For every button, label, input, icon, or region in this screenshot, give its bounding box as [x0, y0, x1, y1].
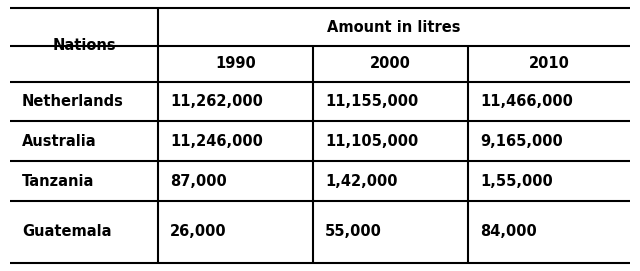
- Text: Guatemala: Guatemala: [22, 224, 111, 240]
- Text: 1,55,000: 1,55,000: [480, 173, 553, 189]
- Text: 87,000: 87,000: [170, 173, 227, 189]
- Text: 11,105,000: 11,105,000: [325, 134, 419, 149]
- Text: 1,42,000: 1,42,000: [325, 173, 397, 189]
- Text: 11,466,000: 11,466,000: [480, 94, 573, 109]
- Text: 11,155,000: 11,155,000: [325, 94, 419, 109]
- Text: Tanzania: Tanzania: [22, 173, 94, 189]
- Text: 2010: 2010: [529, 56, 570, 72]
- Text: Australia: Australia: [22, 134, 97, 149]
- Text: 1990: 1990: [215, 56, 256, 72]
- Text: 26,000: 26,000: [170, 224, 227, 240]
- Text: Amount in litres: Amount in litres: [327, 20, 461, 34]
- Text: 11,262,000: 11,262,000: [170, 94, 263, 109]
- Text: 55,000: 55,000: [325, 224, 382, 240]
- Text: Nations: Nations: [52, 37, 116, 53]
- Text: Netherlands: Netherlands: [22, 94, 124, 109]
- Text: 2000: 2000: [370, 56, 411, 72]
- Text: 9,165,000: 9,165,000: [480, 134, 563, 149]
- Text: 11,246,000: 11,246,000: [170, 134, 263, 149]
- Text: 84,000: 84,000: [480, 224, 537, 240]
